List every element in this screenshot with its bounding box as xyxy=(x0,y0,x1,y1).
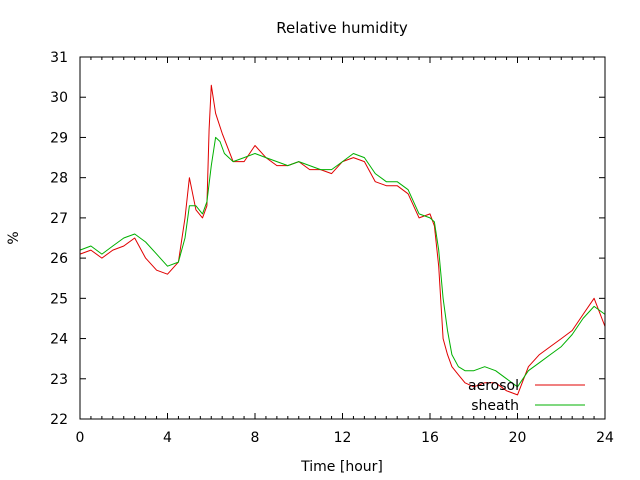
legend-label-sheath: sheath xyxy=(471,398,519,414)
y-tick-label: 26 xyxy=(50,251,68,267)
legend: aerosol sheath xyxy=(468,378,585,414)
x-tick-label: 8 xyxy=(251,430,260,446)
x-axis-label: Time [hour] xyxy=(300,459,383,475)
y-tick-label: 29 xyxy=(50,130,68,146)
axis-ticks: 0 4 8 12 16 20 24 22 23 24 25 26 27 28 29 30 31 xyxy=(50,50,614,446)
y-tick-label: 23 xyxy=(50,372,68,388)
series-line-sheath xyxy=(79,136,606,388)
y-tick-label: 25 xyxy=(50,291,68,307)
series-line-aerosol xyxy=(79,84,606,396)
series-layer xyxy=(79,84,606,396)
chart-title: Relative humidity xyxy=(276,19,408,37)
y-tick-label: 24 xyxy=(50,332,68,348)
y-tick-label: 22 xyxy=(50,412,68,428)
y-tick-label: 27 xyxy=(50,211,68,227)
x-tick-label: 4 xyxy=(163,430,172,446)
x-tick-label: 24 xyxy=(596,430,614,446)
y-tick-label: 31 xyxy=(50,50,68,66)
plot-frame xyxy=(79,56,606,420)
y-axis-label: % xyxy=(6,231,22,244)
y-tick-label: 28 xyxy=(50,171,68,187)
x-tick-label: 0 xyxy=(76,430,85,446)
x-tick-label: 16 xyxy=(421,430,439,446)
x-tick-label: 20 xyxy=(509,430,527,446)
x-tick-label: 12 xyxy=(334,430,352,446)
y-tick-label: 30 xyxy=(50,90,68,106)
legend-label-aerosol: aerosol xyxy=(468,378,519,394)
